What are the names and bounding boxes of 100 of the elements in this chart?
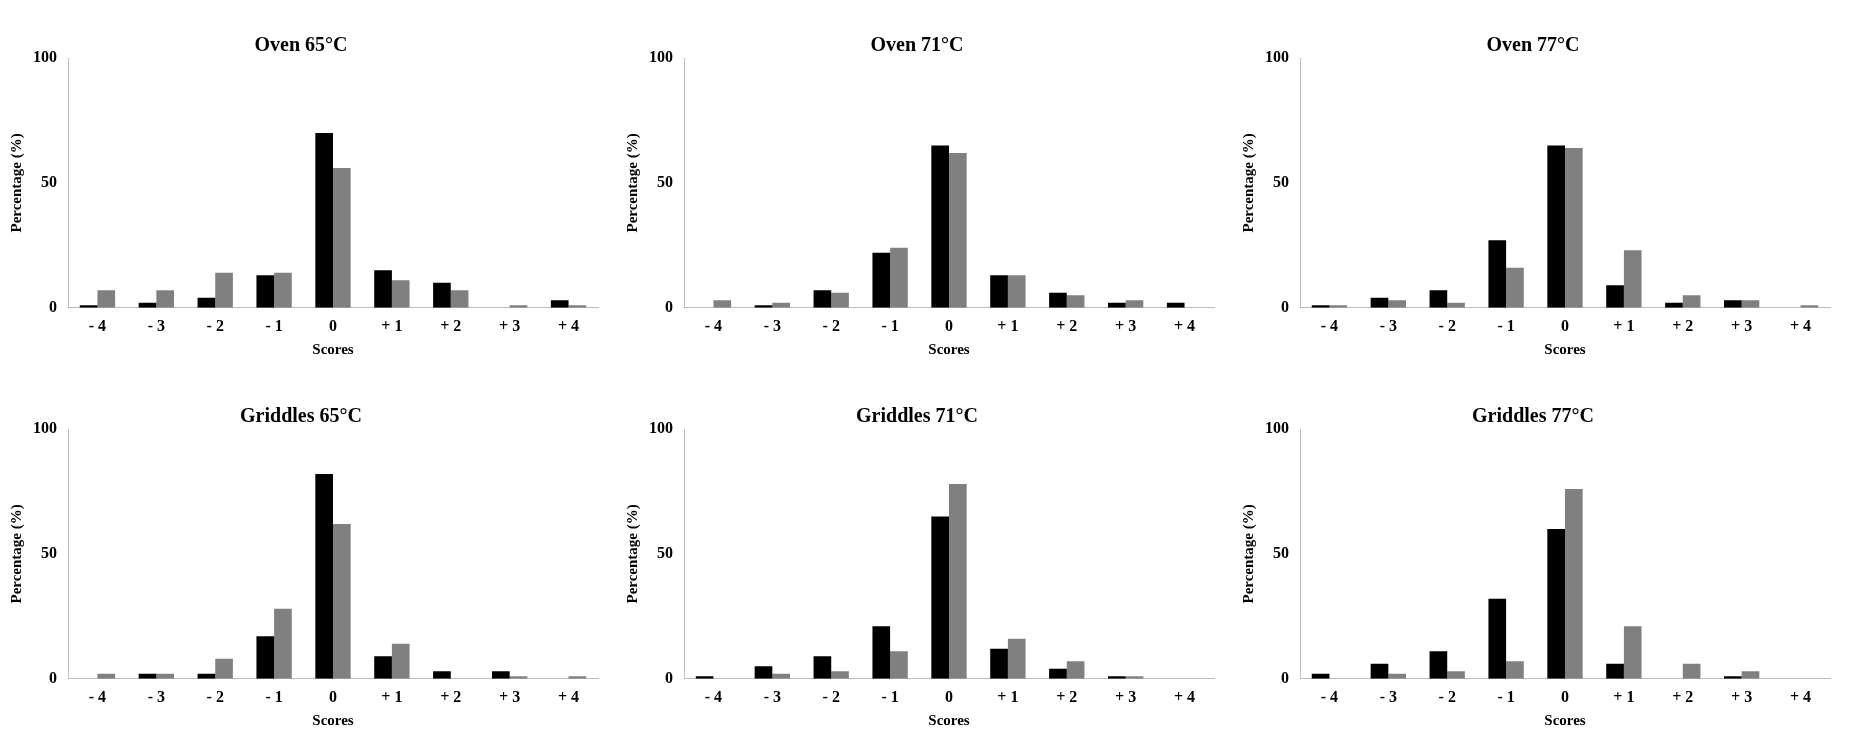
x-tick-label: + 3 xyxy=(499,316,521,334)
bar xyxy=(492,671,510,679)
x-tick-label: - 2 xyxy=(206,687,224,705)
bar xyxy=(831,671,849,679)
x-tick-label: - 2 xyxy=(1438,687,1456,705)
x-tick-label: + 2 xyxy=(440,316,462,334)
x-tick-label: - 4 xyxy=(88,316,107,334)
bar xyxy=(931,145,949,308)
y-tick-label: 100 xyxy=(649,419,673,437)
bar xyxy=(433,671,451,679)
bar xyxy=(890,651,908,679)
x-tick-label: + 2 xyxy=(1672,316,1694,334)
bar xyxy=(1682,663,1701,679)
x-axis-title: Scores xyxy=(312,340,354,357)
x-tick-label: + 3 xyxy=(499,687,521,705)
x-tick-label: + 4 xyxy=(1789,687,1812,705)
bar xyxy=(754,666,773,679)
x-tick-label: - 4 xyxy=(1320,316,1339,334)
x-tick-label: + 4 xyxy=(1789,316,1812,334)
bar xyxy=(831,292,849,308)
bar xyxy=(990,648,1008,679)
chart-title: Oven 65°C xyxy=(254,33,348,56)
y-tick-label: 0 xyxy=(665,668,673,686)
bar xyxy=(274,272,292,308)
x-tick-label: + 1 xyxy=(997,316,1019,334)
x-tick-label: + 3 xyxy=(1731,687,1753,705)
y-tick-label: 100 xyxy=(1265,419,1289,437)
bar xyxy=(97,290,116,308)
bar xyxy=(374,270,392,308)
bar xyxy=(1741,300,1760,308)
y-axis-title: Percentage (%) xyxy=(1239,504,1257,604)
y-tick-label: 100 xyxy=(33,48,57,66)
bar xyxy=(1547,145,1565,308)
x-tick-label: - 1 xyxy=(1497,687,1515,705)
y-tick-label: 50 xyxy=(41,173,57,191)
x-tick-label: + 4 xyxy=(1173,687,1196,705)
bar xyxy=(1007,275,1026,308)
x-tick-label: 0 xyxy=(1561,316,1569,334)
bar xyxy=(1724,300,1742,308)
bar xyxy=(1049,668,1067,679)
bar xyxy=(813,290,832,308)
bar xyxy=(215,658,233,679)
x-tick-label: 0 xyxy=(945,687,953,705)
x-tick-label: - 3 xyxy=(147,687,165,705)
y-tick-label: 100 xyxy=(649,48,673,66)
bar xyxy=(315,473,333,679)
x-tick-label: - 3 xyxy=(1379,687,1397,705)
bar xyxy=(333,523,351,679)
bar xyxy=(256,275,275,308)
x-tick-label: - 1 xyxy=(265,687,283,705)
x-tick-label: 0 xyxy=(945,316,953,334)
bar xyxy=(1623,626,1642,679)
y-tick-label: 100 xyxy=(33,419,57,437)
bar xyxy=(550,300,569,308)
x-tick-label: - 4 xyxy=(1320,687,1339,705)
y-tick-label: 0 xyxy=(665,297,673,315)
y-tick-label: 50 xyxy=(1273,544,1289,562)
x-tick-label: - 4 xyxy=(704,316,723,334)
bar xyxy=(333,167,351,308)
y-tick-label: 0 xyxy=(49,297,57,315)
bar xyxy=(713,300,732,308)
chart-title: Griddles 65°C xyxy=(240,404,362,427)
bar xyxy=(1623,250,1642,308)
x-axis-title: Scores xyxy=(1544,711,1586,728)
bar xyxy=(813,656,832,679)
bar xyxy=(872,252,891,308)
x-tick-label: 0 xyxy=(329,316,337,334)
bar xyxy=(890,247,908,308)
bar xyxy=(1488,240,1507,308)
x-tick-label: + 1 xyxy=(1613,316,1635,334)
bar xyxy=(1565,488,1583,679)
x-tick-label: - 1 xyxy=(881,316,899,334)
x-tick-label: 0 xyxy=(1561,687,1569,705)
bar xyxy=(1066,661,1085,679)
y-tick-label: 50 xyxy=(657,173,673,191)
x-tick-label: - 3 xyxy=(763,316,781,334)
bar xyxy=(1066,295,1085,308)
x-tick-label: + 2 xyxy=(1056,687,1078,705)
bar xyxy=(1429,290,1448,308)
bar xyxy=(1506,267,1524,308)
bar xyxy=(391,280,410,308)
chart-title: Oven 71°C xyxy=(870,33,964,56)
x-tick-label: 0 xyxy=(329,687,337,705)
bar xyxy=(1370,663,1389,679)
y-tick-label: 100 xyxy=(1265,48,1289,66)
x-tick-label: + 1 xyxy=(997,687,1019,705)
bar xyxy=(274,608,292,679)
x-tick-label: + 2 xyxy=(1672,687,1694,705)
bar xyxy=(1547,528,1565,679)
bar xyxy=(256,636,275,679)
bar xyxy=(1606,285,1624,308)
x-tick-label: + 1 xyxy=(381,316,403,334)
y-tick-label: 50 xyxy=(41,544,57,562)
x-tick-label: + 4 xyxy=(1173,316,1196,334)
bar xyxy=(1506,661,1524,679)
bar xyxy=(1049,292,1067,308)
bar xyxy=(1741,671,1760,679)
x-axis-title: Scores xyxy=(312,711,354,728)
y-tick-label: 0 xyxy=(1281,297,1289,315)
x-tick-label: - 2 xyxy=(1438,316,1456,334)
